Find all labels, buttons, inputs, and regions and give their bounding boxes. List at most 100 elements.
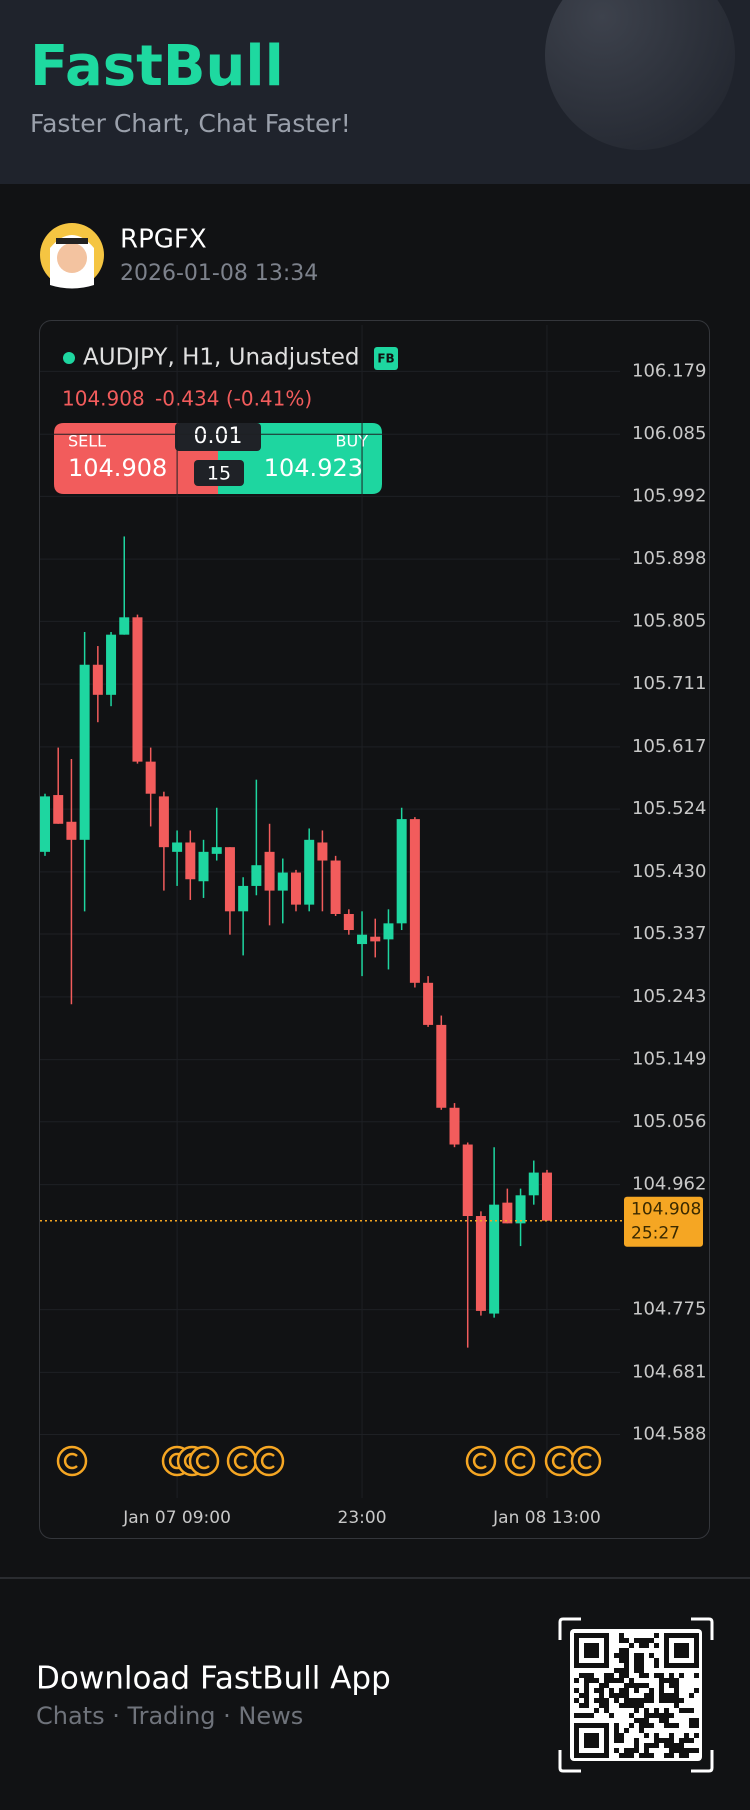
qr-module [694,1673,699,1678]
candle-body [224,847,235,912]
qr-module [614,1698,619,1703]
qr-module [649,1713,654,1718]
qr-module [669,1748,674,1753]
qr-module [644,1713,649,1718]
qr-module [649,1743,654,1748]
qr-module [674,1698,679,1703]
qr-module [594,1708,599,1713]
lot: 0.01 [194,424,243,449]
event-ring [226,1445,258,1477]
candle-body [396,819,407,924]
qr-module [644,1673,649,1678]
logo: FastBull [30,34,284,99]
event-icon [465,1445,497,1477]
y-tick-label: 104.775 [632,1299,706,1320]
qr-module [639,1723,644,1728]
event-ring [465,1445,497,1477]
event-glyph [577,1452,592,1470]
spread-box [194,460,244,486]
qr-module [629,1723,634,1728]
price-label: 104.908 [631,1200,701,1220]
event-glyph [472,1452,487,1470]
countdown: 25:27 [631,1224,680,1244]
candle-body [423,982,434,1025]
qr-module [629,1683,634,1688]
qr-module [654,1743,659,1748]
footer-subtitle: Chats · Trading · News [36,1702,303,1730]
candle-body [436,1024,447,1108]
qr-module [689,1738,694,1743]
badge: FB [377,352,394,366]
qr-module [614,1728,619,1733]
qr-module [614,1733,619,1738]
qr-module [659,1738,664,1743]
candle-body [145,761,156,794]
qr-module [689,1693,694,1698]
qr-module [664,1718,669,1723]
event-icon [188,1445,220,1477]
qr-module [659,1673,664,1678]
candle-body [119,617,130,635]
qr-module [629,1748,634,1753]
event-ring [253,1445,285,1477]
qr-module [624,1688,629,1693]
buy-label: BUY [336,432,369,451]
qr-module [604,1698,609,1703]
qr-module [619,1733,624,1738]
qr-finder [584,1643,599,1658]
qr-module [664,1738,669,1743]
qr-module [594,1678,599,1683]
candle-body [92,664,103,695]
x-tick-label: Jan 07 09:00 [122,1508,231,1528]
qr-module [654,1708,659,1713]
qr-module [574,1678,579,1683]
candle-body [370,936,381,942]
qr-module [669,1693,674,1698]
qr-module [659,1678,664,1683]
qr-module [649,1698,654,1703]
candle-body [158,796,169,848]
qr-module [669,1738,674,1743]
qr-module [659,1698,664,1703]
qr-module [694,1748,699,1753]
qr-module [604,1683,609,1688]
candle-body [357,934,368,945]
event-glyph [233,1452,248,1470]
qr-module [634,1708,639,1713]
candle-body [462,1144,473,1217]
qr-module [654,1733,659,1738]
qr-module [649,1688,654,1693]
qr-module [659,1693,664,1698]
qr-module [674,1688,679,1693]
qr-module [624,1663,629,1668]
qr-module [584,1688,589,1693]
qr-module [599,1693,604,1698]
qr-module [639,1683,644,1688]
candle-body [251,865,262,886]
qr-module [604,1678,609,1683]
candle-body [515,1195,526,1224]
candle-body [53,795,64,824]
qr-module [669,1683,674,1688]
qr-module [644,1693,649,1698]
candle-body [211,847,222,854]
qr-module [674,1693,679,1698]
qr-module [584,1713,589,1718]
qr-module [619,1753,624,1758]
qr-module [584,1698,589,1703]
qr-module [584,1693,589,1698]
y-tick-label: 105.524 [632,798,706,819]
qr-module [644,1743,649,1748]
qr-module [684,1733,689,1738]
qr-module [689,1723,694,1728]
sell-price: 104.908 [68,454,167,482]
avatar [40,223,104,289]
qr-module [644,1698,649,1703]
qr-module [604,1673,609,1678]
qr-module [669,1753,674,1758]
qr-module [634,1698,639,1703]
candle-body [238,885,249,912]
qr-module [694,1718,699,1723]
qr-module [639,1668,644,1673]
